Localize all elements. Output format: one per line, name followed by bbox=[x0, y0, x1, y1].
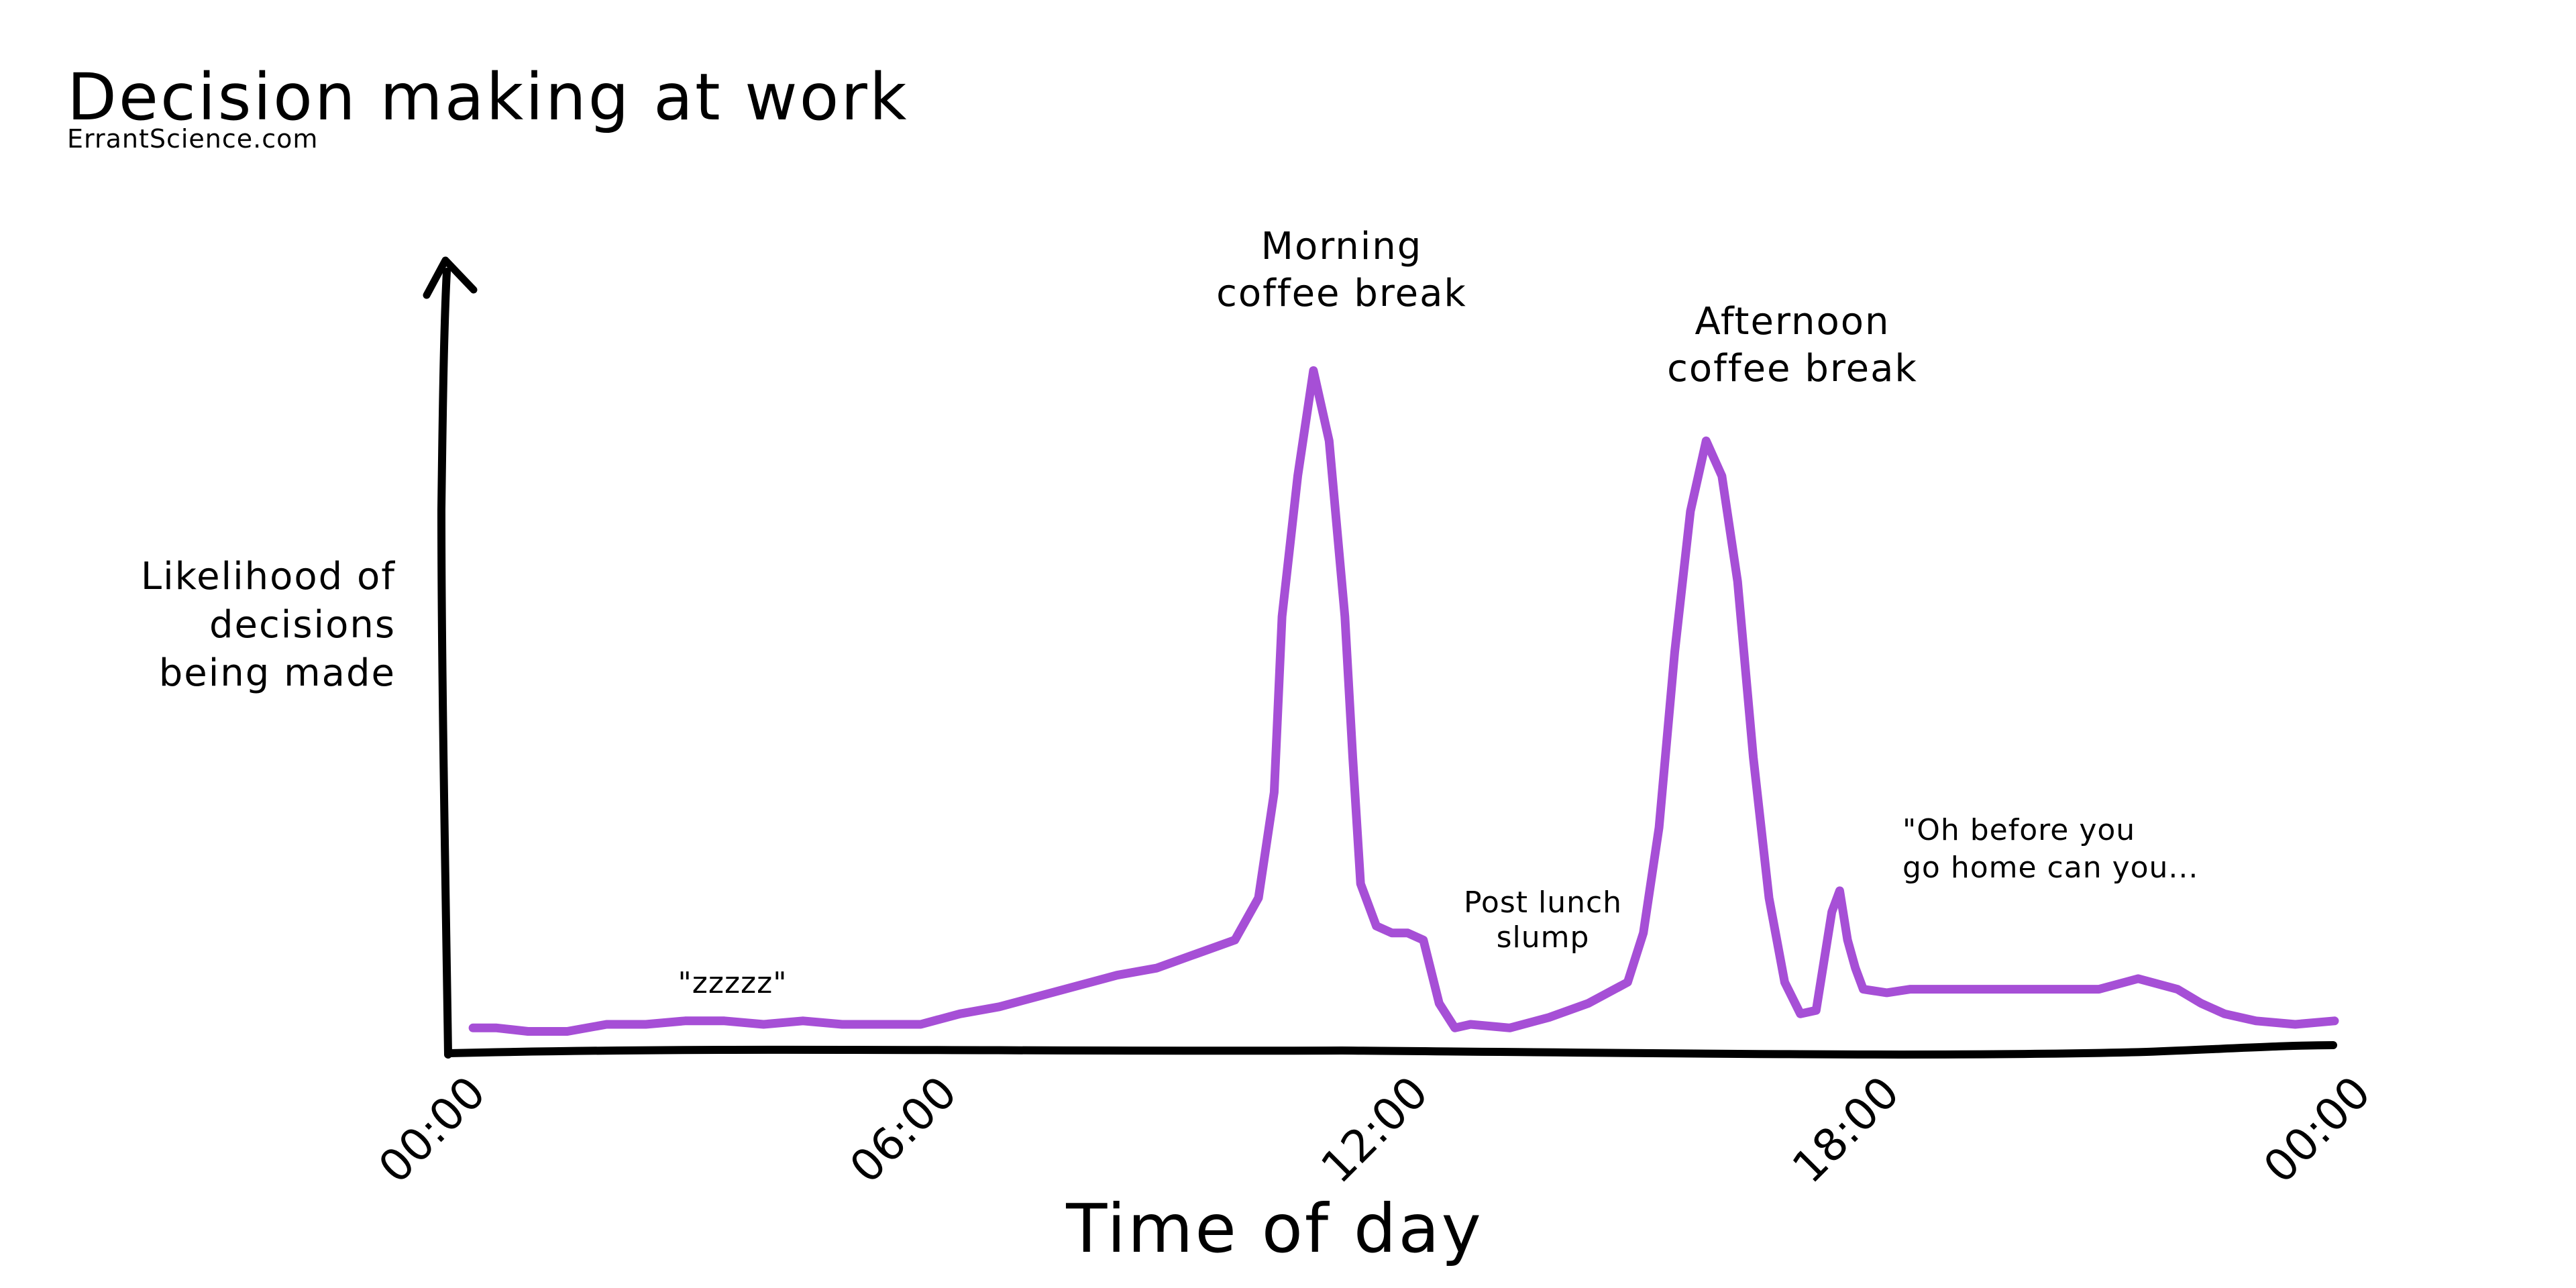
series-line-decisions bbox=[468, 366, 2339, 1036]
annotation-go-home-line-1: "Oh before you bbox=[1902, 813, 2135, 847]
y-axis-label-line-1: Likelihood of bbox=[141, 555, 396, 598]
y-axis-arrowhead bbox=[423, 256, 478, 299]
x-tick-labels: 00:00 06:00 12:00 18:00 00:00 bbox=[369, 1067, 2381, 1193]
x-tick-label: 12:00 bbox=[1311, 1067, 1438, 1193]
x-tick-label: 18:00 bbox=[1782, 1067, 1909, 1193]
y-axis-label-line-3: being made bbox=[159, 651, 396, 695]
annotation-afternoon-line-2: coffee break bbox=[1667, 347, 1918, 390]
annotation-afternoon-line-1: Afternoon bbox=[1695, 300, 1890, 343]
x-tick-label: 00:00 bbox=[2254, 1067, 2381, 1193]
annotation-zzzzz: "zzzzz" bbox=[678, 966, 788, 1000]
annotation-post-lunch-line-1: Post lunch bbox=[1464, 885, 1622, 920]
y-axis-label-line-2: decisions bbox=[209, 603, 396, 647]
annotation-morning-line-1: Morning bbox=[1261, 225, 1423, 268]
annotation-post-lunch-line-2: slump bbox=[1497, 920, 1590, 955]
annotation-go-home-line-2: go home can you... bbox=[1902, 851, 2198, 885]
annotation-morning-line-2: coffee break bbox=[1216, 272, 1467, 315]
x-tick-label: 00:00 bbox=[369, 1067, 496, 1193]
x-axis-line bbox=[445, 1041, 2337, 1059]
chart-title: Decision making at work bbox=[67, 60, 908, 135]
x-tick-label: 06:00 bbox=[840, 1067, 967, 1193]
x-axis-label: Time of day bbox=[1065, 1189, 1483, 1268]
y-axis-line bbox=[437, 268, 452, 1059]
chart-subtitle: ErrantScience.com bbox=[67, 124, 318, 154]
